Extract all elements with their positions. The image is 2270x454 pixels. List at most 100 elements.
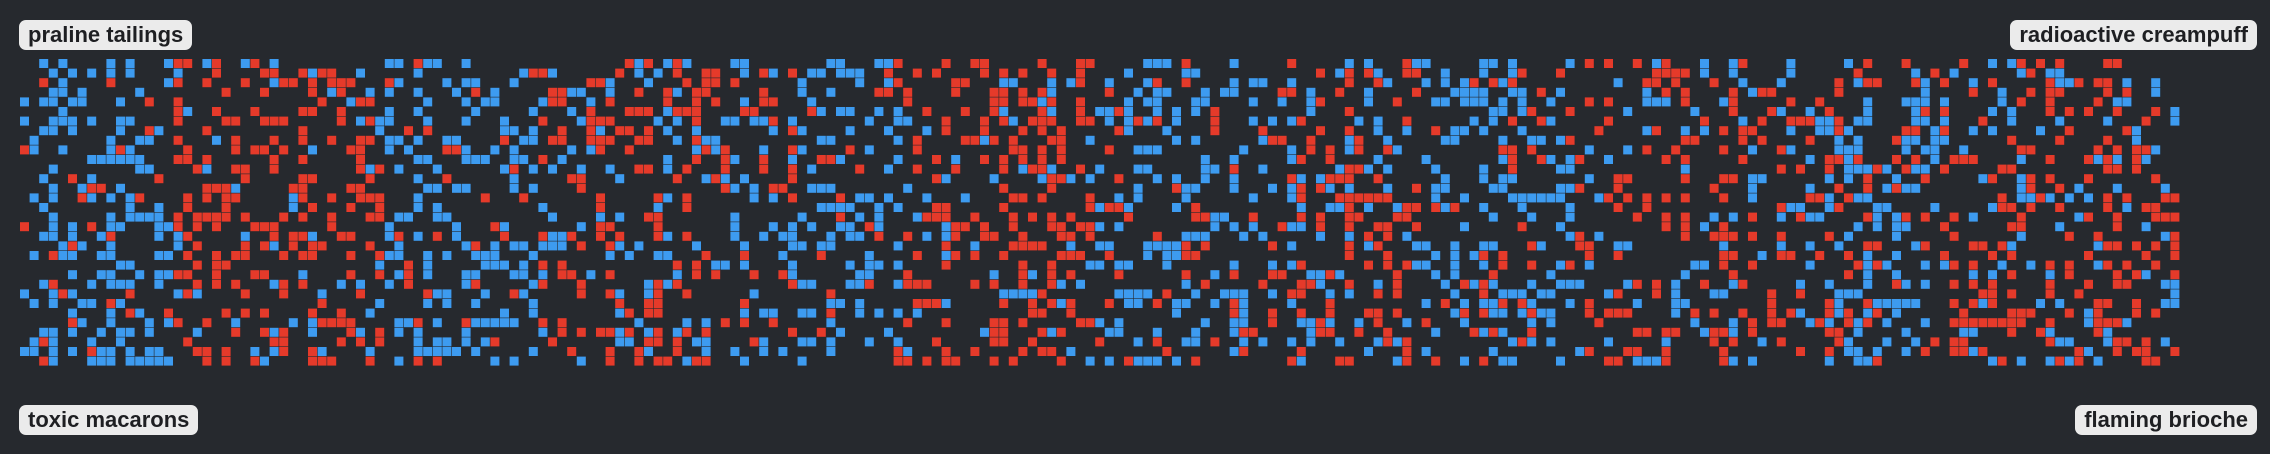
- blue-cell: [759, 116, 769, 126]
- red-cell: [1892, 279, 1901, 289]
- red-cell: [922, 356, 932, 366]
- red-cell: [1373, 289, 1383, 299]
- blue-cell: [1373, 155, 1383, 164]
- blue-cell: [1700, 126, 1709, 136]
- blue-cell: [269, 241, 279, 251]
- red-cell: [39, 78, 49, 88]
- red-cell: [2055, 87, 2065, 97]
- red-cell: [2103, 203, 2113, 212]
- blue-cell: [1863, 270, 1873, 280]
- blue-cell: [663, 126, 673, 136]
- blue-cell: [48, 347, 58, 356]
- red-cell: [567, 347, 577, 356]
- red-cell: [96, 183, 106, 193]
- red-cell: [1911, 126, 1921, 136]
- blue-cell: [2141, 270, 2151, 280]
- red-cell: [336, 231, 346, 241]
- red-cell: [1479, 356, 1489, 366]
- blue-cell: [1344, 289, 1354, 299]
- red-cell: [980, 155, 989, 164]
- red-cell: [1076, 116, 1085, 126]
- red-cell: [1527, 241, 1537, 251]
- blue-cell: [672, 135, 682, 145]
- red-cell: [1047, 97, 1057, 107]
- blue-cell: [922, 231, 932, 241]
- blue-cell: [1786, 203, 1796, 212]
- red-cell: [1748, 231, 1757, 241]
- red-cell: [586, 135, 596, 145]
- blue-cell: [1988, 203, 1997, 212]
- red-cell: [1853, 155, 1863, 164]
- blue-cell: [653, 68, 663, 78]
- red-cell: [1028, 116, 1037, 126]
- blue-cell: [1133, 145, 1143, 155]
- red-cell: [336, 107, 346, 116]
- red-cell: [932, 174, 941, 184]
- red-cell: [1748, 327, 1757, 337]
- blue-cell: [1901, 135, 1911, 145]
- blue-cell: [826, 87, 836, 97]
- blue-cell: [797, 126, 807, 136]
- blue-cell: [1325, 183, 1335, 193]
- blue-cell: [48, 222, 58, 232]
- blue-cell: [1738, 78, 1748, 88]
- red-cell: [2007, 270, 2017, 280]
- blue-cell: [1421, 78, 1431, 88]
- red-cell: [663, 87, 673, 97]
- blue-cell: [384, 107, 394, 116]
- blue-cell: [106, 356, 116, 366]
- blue-cell: [528, 183, 538, 193]
- blue-cell: [500, 260, 509, 270]
- red-cell: [1047, 222, 1057, 232]
- blue-cell: [1239, 308, 1249, 318]
- red-cell: [1018, 97, 1028, 107]
- red-cell: [1776, 203, 1786, 212]
- blue-cell: [1220, 289, 1229, 299]
- blue-cell: [1287, 337, 1297, 347]
- red-cell: [2016, 212, 2026, 222]
- blue-cell: [653, 251, 663, 260]
- blue-cell: [1104, 78, 1114, 88]
- blue-cell: [816, 183, 826, 193]
- blue-cell: [1930, 203, 1940, 212]
- red-cell: [1978, 116, 1988, 126]
- red-cell: [2016, 145, 2026, 155]
- blue-cell: [461, 279, 471, 289]
- red-cell: [1114, 203, 1124, 212]
- red-cell: [1719, 327, 1729, 337]
- blue-cell: [1623, 145, 1633, 155]
- red-cell: [125, 289, 135, 299]
- red-cell: [173, 78, 183, 88]
- blue-cell: [452, 347, 461, 356]
- red-cell: [2093, 97, 2103, 107]
- blue-cell: [365, 87, 375, 97]
- blue-cell: [58, 116, 68, 126]
- red-cell: [1767, 87, 1777, 97]
- red-cell: [231, 145, 241, 155]
- red-cell: [2112, 145, 2122, 155]
- red-cell: [960, 222, 970, 232]
- red-cell: [2132, 347, 2141, 356]
- red-cell: [1776, 145, 1786, 155]
- red-cell: [202, 212, 212, 222]
- red-cell: [1440, 299, 1450, 308]
- red-cell: [1335, 174, 1345, 184]
- blue-cell: [106, 308, 116, 318]
- red-cell: [1383, 260, 1393, 270]
- red-cell: [1344, 203, 1354, 212]
- red-cell: [2151, 356, 2161, 366]
- red-cell: [1988, 289, 1997, 299]
- red-cell: [1680, 222, 1690, 232]
- red-cell: [1680, 155, 1690, 164]
- red-cell: [1181, 270, 1191, 280]
- red-cell: [692, 270, 701, 280]
- red-cell: [2016, 59, 2026, 68]
- blue-cell: [1805, 107, 1815, 116]
- blue-cell: [864, 270, 874, 280]
- blue-cell: [2016, 231, 2026, 241]
- blue-cell: [855, 68, 865, 78]
- blue-cell: [884, 78, 893, 88]
- blue-cell: [1450, 260, 1460, 270]
- red-cell: [308, 347, 317, 356]
- red-cell: [1325, 327, 1335, 337]
